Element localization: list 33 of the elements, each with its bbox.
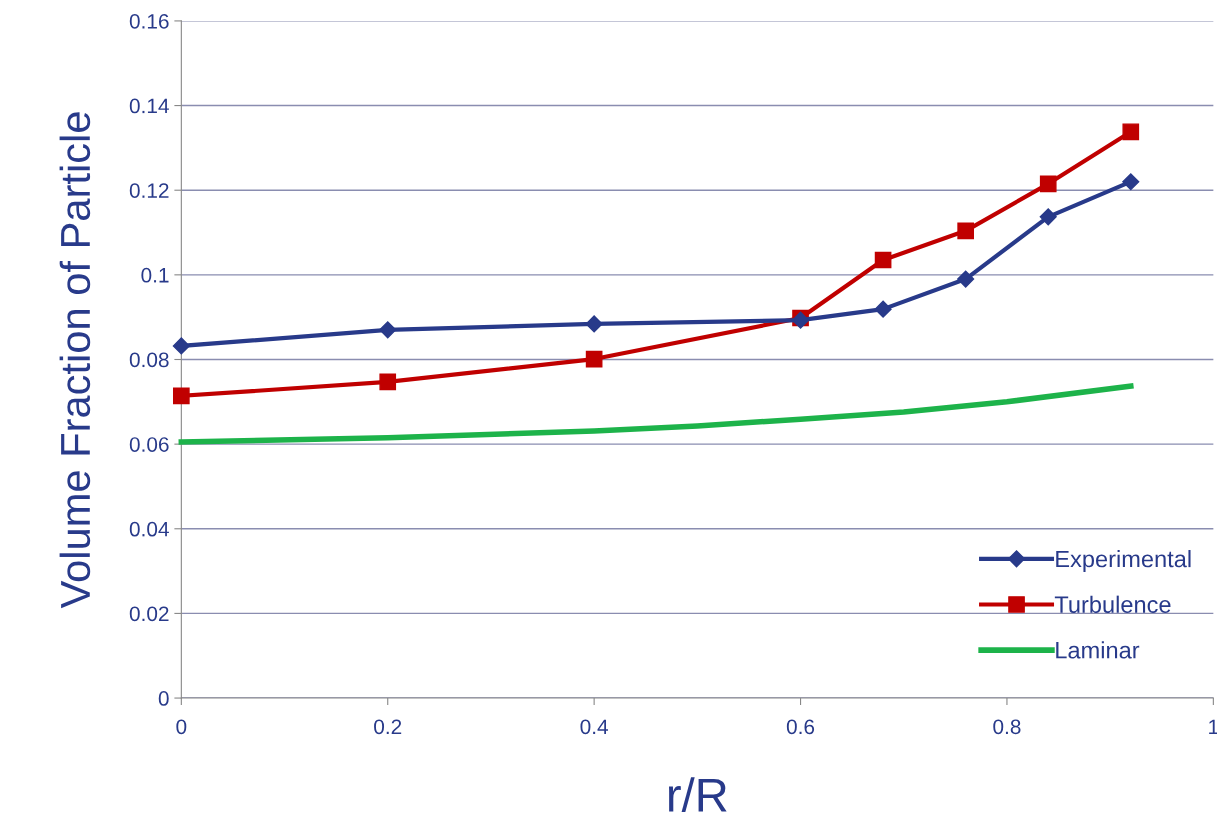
x-tick-label: 0 [176,719,187,735]
y-tick-label: 0.08 [129,352,169,368]
point [379,321,397,339]
point [1039,175,1057,193]
x-tick-label: 0.4 [580,719,609,735]
point [172,387,190,405]
y-tick-label: 0.02 [129,606,169,622]
legend-label: Turbulence [1054,595,1171,613]
y-tick-label: 0 [158,691,169,706]
y-tick-label: 0.1 [141,267,169,283]
legend-label: Experimental [1056,550,1191,573]
legend-label: Laminar [1056,641,1140,659]
point [379,373,397,391]
point [1039,208,1057,226]
y-tick-label: 0.04 [129,521,169,537]
point [1122,173,1140,191]
x-tick-label: 0.6 [786,719,815,735]
point [957,222,974,240]
y-tick-label: 0.16 [129,13,169,29]
x-tick-label: 0.8 [993,719,1021,735]
y-tick-label: 0.14 [129,98,169,114]
y-tick-label: 0.06 [129,437,169,452]
point [874,251,892,269]
point [1122,123,1140,141]
point [585,315,603,333]
point [874,300,892,318]
x-axis-title: r/R [669,777,727,812]
point [957,270,975,288]
y-tick-label: 0.12 [129,183,169,198]
point [172,337,190,355]
point [585,350,603,368]
x-tick-label: 0.2 [374,719,402,735]
y-axis-title: Volume Fraction of Particle [59,112,91,609]
